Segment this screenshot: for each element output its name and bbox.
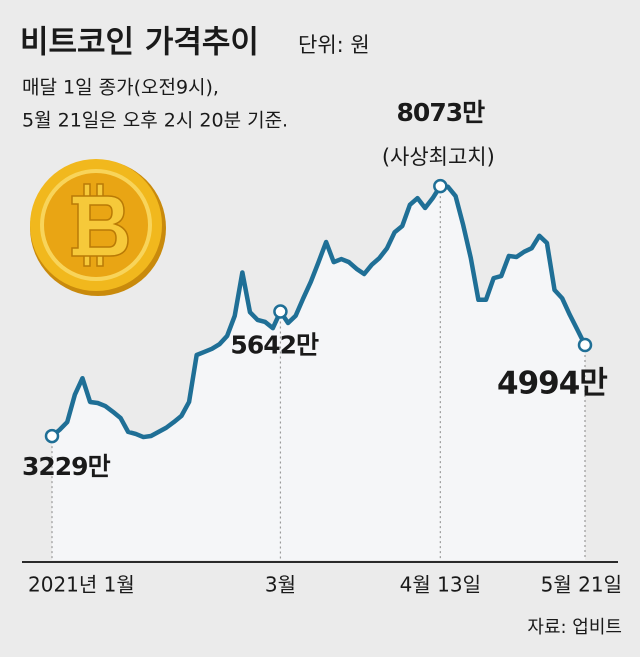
x-tick-label: 3월 (265, 573, 296, 597)
subtitle-line: 매달 1일 종가(오전9시), (22, 77, 219, 99)
x-tick-label: 4월 13일 (400, 573, 481, 597)
x-tick-label: 2021년 1월 (28, 573, 135, 597)
chart-title: 비트코인 가격추이 (20, 25, 259, 61)
point (433, 178, 448, 194)
value-label: 4994만 (497, 365, 607, 401)
point (577, 337, 593, 353)
value-label: 5642만 (230, 331, 319, 360)
bitcoin-icon (30, 159, 166, 296)
point (273, 304, 288, 319)
subtitle-line: 5월 21일은 오후 2시 20분 기준. (22, 110, 288, 132)
area (52, 186, 585, 561)
point (44, 428, 60, 444)
plot-area: 3229만 5642만 8073만 (사상최고치) 4994만 2021년 1월 3월 4월 … (22, 98, 622, 597)
price-line (49, 183, 588, 440)
source: 자료: 업비트 (527, 617, 622, 638)
value-label: 3229만 (22, 452, 111, 481)
value-label: 8073만 (397, 98, 486, 127)
unit-label: 단위: 원 (298, 33, 370, 57)
peak-note: (사상최고치) (382, 145, 495, 169)
x-tick-label: 5월 21일 (541, 573, 622, 597)
